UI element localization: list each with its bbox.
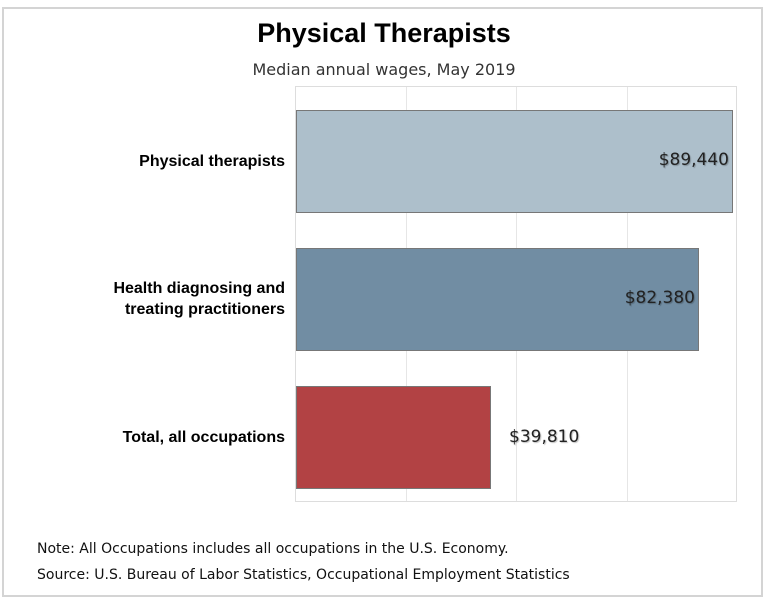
chart-title: Physical Therapists — [257, 18, 511, 48]
bar-health-practitioners — [296, 248, 699, 351]
source-note: Source: U.S. Bureau of Labor Statistics,… — [37, 567, 570, 583]
chart-subtitle: Median annual wages, May 2019 — [252, 60, 516, 79]
category-label: Physical therapists — [139, 153, 285, 170]
bar-physical-therapists — [296, 110, 733, 213]
value-label: $39,810 — [509, 427, 580, 447]
plot-area: $89,440 $82,380 $39,810 — [295, 86, 737, 502]
value-label: $89,440 — [658, 150, 729, 170]
value-label: $82,380 — [624, 288, 695, 308]
footnote: Note: All Occupations includes all occup… — [37, 541, 509, 557]
bar-all-occupations — [296, 386, 491, 489]
category-label: Health diagnosing and treating practition… — [113, 280, 285, 318]
chart-frame — [2, 7, 763, 597]
category-label: Total, all occupations — [122, 429, 285, 446]
